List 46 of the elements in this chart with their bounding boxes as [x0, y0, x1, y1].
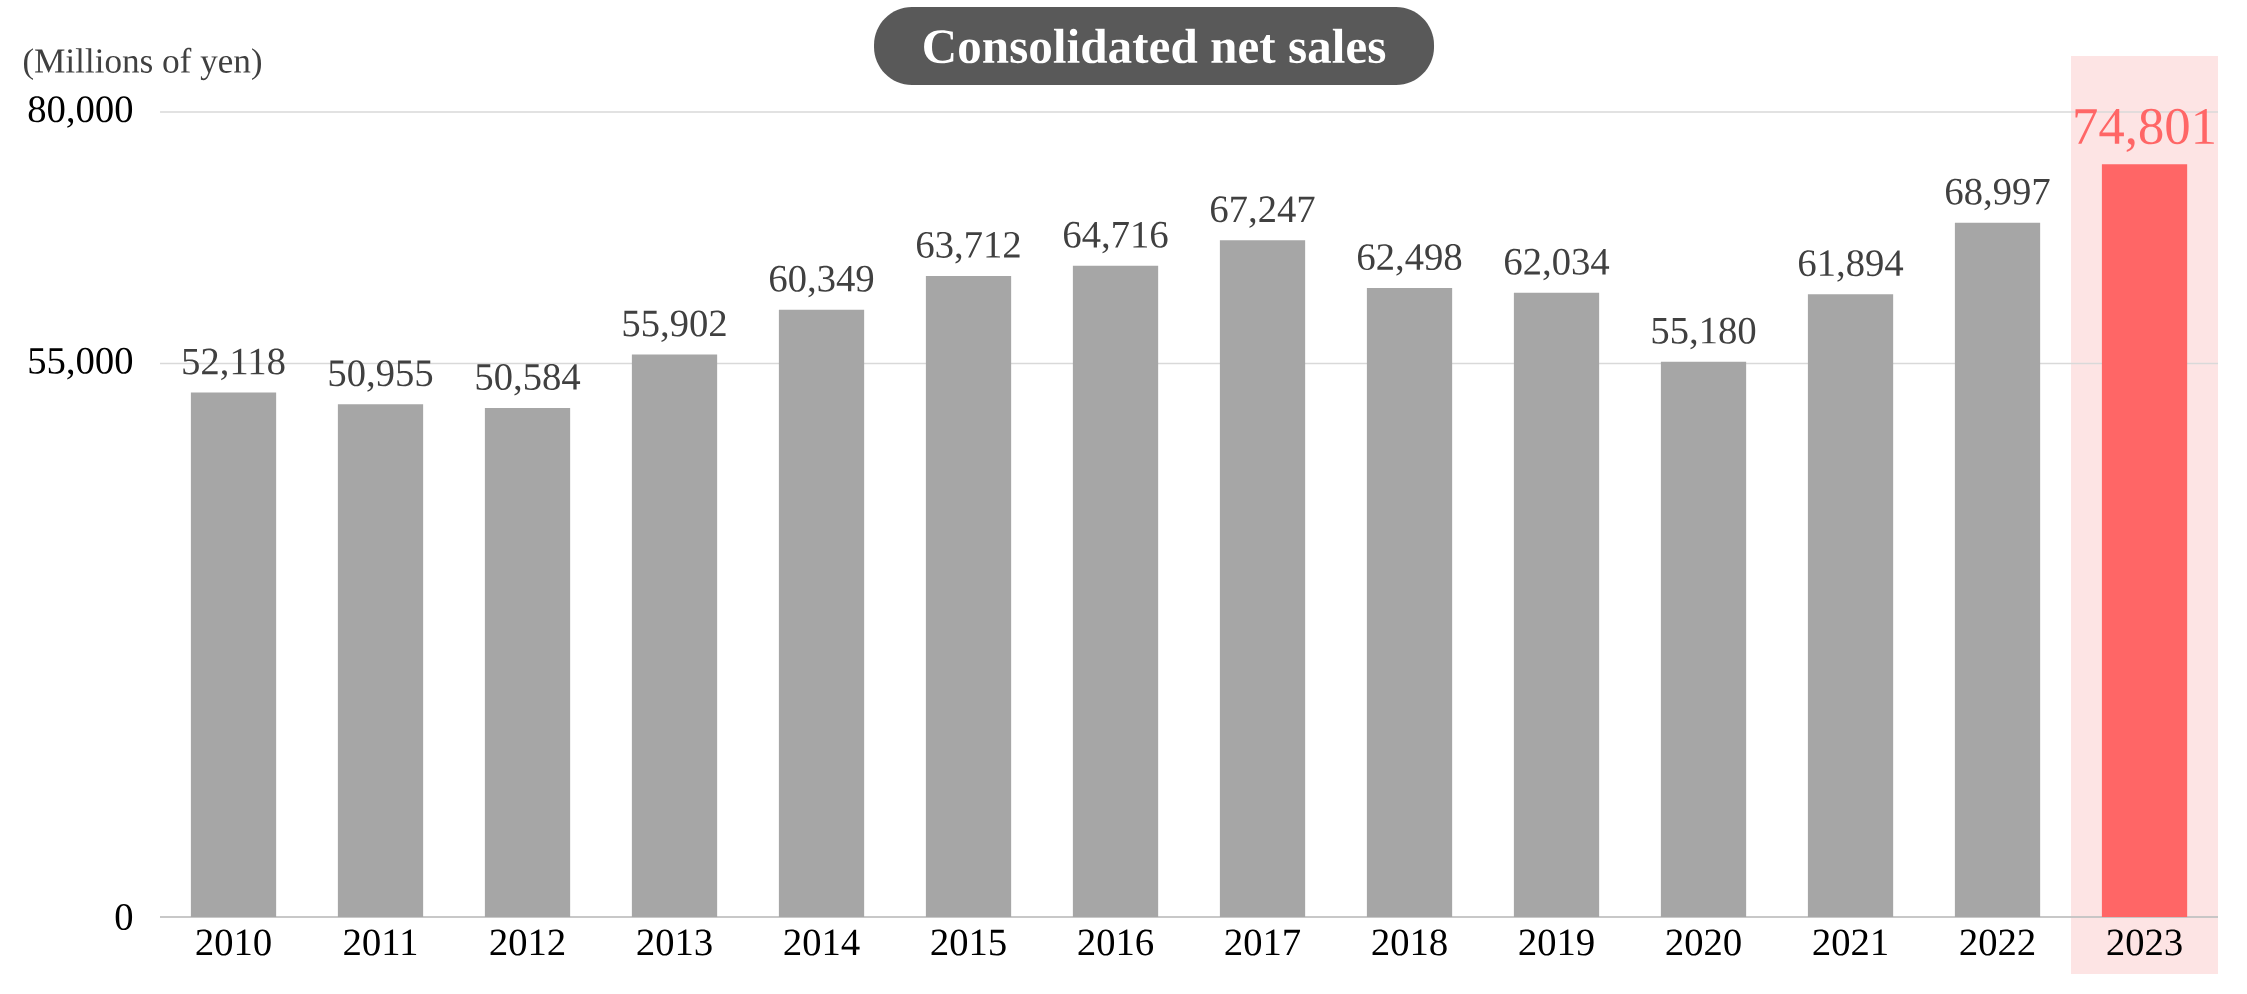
x-tick-label: 2012 — [490, 929, 565, 956]
x-tick-label: 2017 — [1225, 929, 1301, 956]
x-tick-label: 2019 — [1519, 929, 1594, 956]
x-tick-label: 2018 — [1372, 929, 1447, 956]
y-tick-label: 80,000 — [28, 96, 133, 128]
x-tick-label: 2020 — [1666, 929, 1741, 956]
y-tick-label: 0 — [115, 903, 133, 931]
data-label: 67,247 — [1211, 196, 1315, 228]
bar — [337, 404, 424, 917]
x-tick-label: 2011 — [344, 929, 417, 956]
x-tick-label: 2021 — [1813, 929, 1887, 956]
data-label: 62,498 — [1358, 244, 1462, 276]
x-tick-label: 2016 — [1078, 929, 1154, 956]
bar — [1954, 222, 2041, 917]
x-tick-label: 2010 — [196, 929, 271, 956]
y-axis-title: (Millions of yen) — [23, 47, 262, 81]
bar — [1219, 240, 1306, 917]
bar — [778, 309, 865, 917]
data-label: 50,955 — [329, 360, 433, 392]
data-label: 55,902 — [623, 310, 726, 343]
data-label: 52,118 — [183, 348, 285, 381]
data-label: 61,894 — [1799, 250, 1904, 282]
bar — [1807, 294, 1894, 917]
x-tick-label: 2015 — [931, 929, 1006, 956]
x-tick-label: 2023 — [2107, 929, 2182, 956]
bar — [484, 407, 571, 917]
data-label: 68,997 — [1946, 178, 2050, 211]
bar — [631, 354, 718, 917]
data-label: 60,349 — [770, 265, 874, 298]
data-label: 74,801 — [2075, 108, 2214, 152]
bar — [1072, 265, 1159, 917]
x-tick-label: 2014 — [784, 929, 860, 956]
bar — [1660, 361, 1747, 917]
y-tick-label: 55,000 — [29, 347, 133, 380]
bar — [1366, 288, 1453, 917]
data-label: 64,716 — [1064, 221, 1168, 254]
x-tick-label: 2022 — [1960, 929, 2035, 956]
data-label: 63,712 — [917, 231, 1020, 264]
bar — [1513, 292, 1600, 917]
data-label: 62,034 — [1505, 248, 1610, 281]
x-tick-label: 2013 — [637, 929, 712, 956]
data-label: 50,584 — [476, 363, 581, 396]
bar — [925, 275, 1012, 917]
data-label: 55,180 — [1652, 317, 1756, 350]
chart-title: Consolidated net sales — [924, 28, 1386, 64]
bar — [190, 392, 277, 917]
